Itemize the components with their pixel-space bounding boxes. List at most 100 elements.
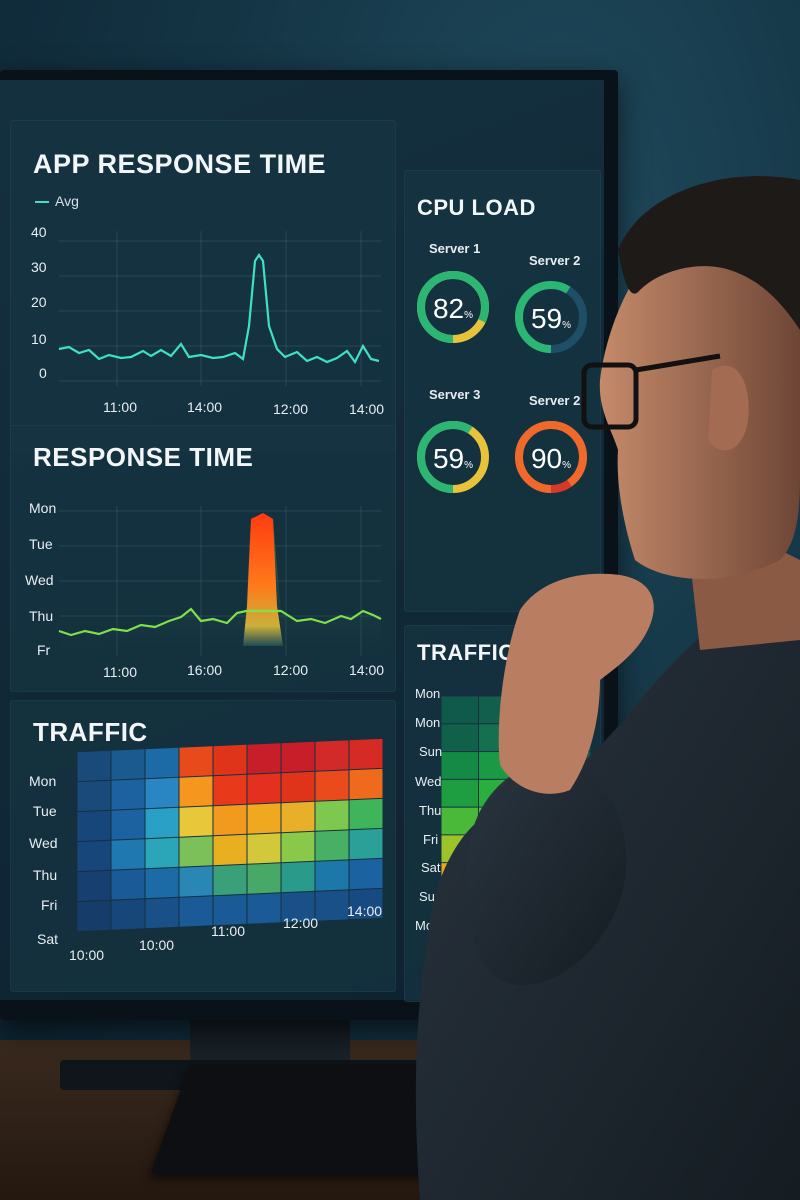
heatmap-cell [441, 752, 478, 779]
heatmap-cell [441, 863, 478, 890]
cpu-gauge-server-1: 82% [413, 267, 493, 347]
heatmap-cell [441, 779, 478, 807]
heatmap-cell [145, 837, 179, 869]
heatmap-cell [349, 768, 383, 800]
gauge-fill [417, 271, 489, 343]
heatmap-cell [145, 777, 179, 809]
server-label: Server 2 [529, 253, 581, 268]
heatmap-cell [516, 696, 553, 724]
heatmap-cell [145, 747, 179, 779]
heatmap-cell [281, 831, 315, 863]
heatmap-cell [315, 800, 349, 831]
heatmap-cell [281, 891, 315, 923]
heatmap-cell [179, 746, 213, 777]
heatmap-cell [247, 803, 281, 834]
y-tick: Thu [33, 867, 58, 883]
cpu-load-panel: CPU LOAD Server 1 Server 2 Server 3 Serv… [404, 170, 601, 612]
x-tick: 14:00 [349, 662, 385, 678]
keyboard [149, 1065, 491, 1175]
heatmap-cell [145, 867, 179, 899]
gauge-ring [417, 421, 489, 493]
y-tick: Mon [415, 715, 441, 730]
y-tick: Sun [419, 744, 443, 759]
heatmap-cell [554, 863, 591, 890]
heatmap-cell [315, 740, 349, 771]
y-tick: Mon [29, 500, 57, 516]
heatmap-cell [479, 807, 516, 835]
gauge-unit: % [562, 320, 572, 331]
heatmap-cell [213, 744, 247, 776]
y-tick: 40 [31, 224, 47, 240]
y-tick: Mon [415, 918, 441, 933]
x-tick: 11:00 [103, 664, 137, 680]
heatmap-cell [554, 918, 591, 946]
heatmap-cell [479, 724, 516, 752]
heatmap-cell [111, 899, 145, 930]
y-tick: Fri [41, 897, 58, 913]
gauge-fill [515, 281, 587, 353]
gauge-unit: % [562, 460, 572, 471]
x-tick: 16:00 [187, 662, 223, 678]
heatmap-cell [516, 779, 553, 807]
heatmap-cell [213, 894, 247, 926]
heatmap-cell [281, 801, 315, 833]
heatmap-cell [349, 738, 383, 770]
app-response-panel: APP RESPONSE TIME Avg 40 30 20 10 0 11:0… [10, 120, 396, 452]
heatmap-cell [111, 749, 145, 780]
server-label: Server 1 [429, 241, 481, 256]
heatmap-cell [247, 893, 281, 924]
response-line-chart [58, 231, 381, 386]
gauge-ring [515, 421, 587, 493]
heatmap-cell [179, 836, 213, 867]
response-area-fill [59, 516, 381, 661]
y-tick: 30 [31, 259, 47, 275]
ear [708, 365, 749, 451]
cpu-gauge-server-2: 59% [511, 277, 591, 357]
x-tick: 10:00 [69, 947, 105, 963]
gauge-fill [417, 421, 489, 493]
x-tick: 14:00 [187, 399, 223, 415]
gauge-ring [417, 271, 489, 343]
gauge-value: 82% [413, 293, 493, 325]
heatmap-cell [349, 858, 383, 890]
traffic-side-panel: TRAFFIC Mon Mon Sun Wed Thu Fri Sat Sun … [404, 625, 601, 1002]
heatmap-cell [554, 890, 591, 918]
heatmap-cell [516, 835, 553, 863]
heatmap-cell [516, 918, 553, 946]
heatmap-cell [479, 752, 516, 779]
neck [690, 540, 800, 650]
heatmap-cell [315, 890, 349, 921]
gauge-fill [515, 421, 587, 493]
heatmap-cell [213, 834, 247, 866]
traffic-heatmap [77, 738, 383, 932]
heatmap-cell [145, 897, 179, 929]
response-series-line [58, 607, 382, 637]
y-tick: Mon [29, 773, 57, 789]
x-tick: 14:00 [347, 903, 383, 919]
y-tick: Fr [37, 642, 51, 658]
heatmap-cell [247, 773, 281, 804]
heatmap-cell [213, 804, 247, 836]
y-tick: Sun [419, 889, 443, 904]
x-tick: 10:00 [139, 937, 175, 953]
heatmap-cell [111, 779, 145, 810]
heatmap-cell [247, 863, 281, 894]
gauge-number: 59 [530, 303, 563, 334]
y-tick: Tue [29, 536, 53, 552]
heatmap-cell [213, 774, 247, 806]
y-tick: Mon [415, 686, 441, 701]
response-time-panel: RESPONSE TIME Mon Tue Wed Thu Fr [10, 425, 396, 692]
y-tick: Sat [37, 931, 59, 947]
heatmap-cell [77, 780, 111, 812]
x-tick: 11:00 [103, 399, 137, 415]
heatmap-cell [479, 835, 516, 863]
heatmap-cell [179, 866, 213, 897]
heatmap-cell [554, 752, 591, 779]
response-peak [243, 513, 283, 646]
y-tick: 20 [31, 294, 47, 310]
heatmap-cell [179, 896, 213, 927]
y-tick: Fri [423, 832, 439, 847]
y-tick: Sat [421, 860, 441, 875]
panel-title: CPU LOAD [417, 195, 536, 220]
heatmap-cell [349, 798, 383, 830]
